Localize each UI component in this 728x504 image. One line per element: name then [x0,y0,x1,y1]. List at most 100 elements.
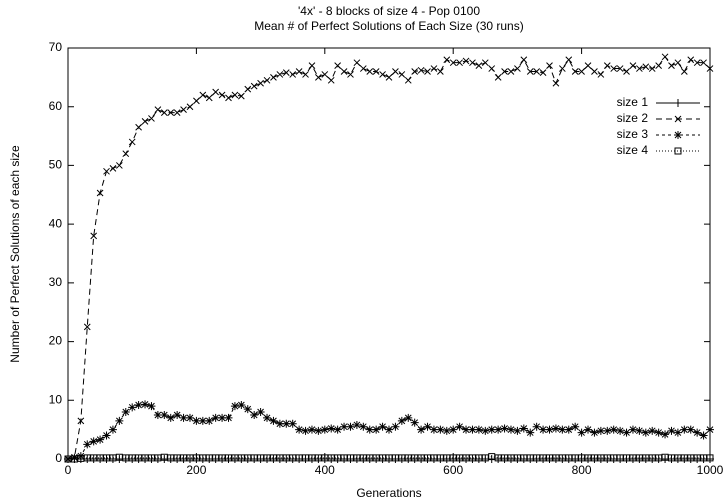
data-point [109,165,117,172]
data-point [211,413,220,422]
data-point [564,425,573,434]
data-point [263,76,271,84]
data-point [423,422,432,431]
data-point [243,405,252,414]
data-point [558,425,567,434]
data-point [308,62,316,69]
data-point [166,413,175,422]
data-point [488,65,496,72]
data-point [686,425,695,434]
data-point [571,422,580,431]
data-point [302,71,309,78]
data-point [590,428,599,437]
data-point [584,62,592,69]
data-point [481,426,490,435]
data-point [340,68,348,75]
legend-marker [674,131,682,139]
data-point [359,422,368,431]
data-point [501,68,508,75]
data-point [186,103,194,111]
x-axis-label: Generations [356,486,421,500]
data-point [225,94,232,102]
data-point [655,454,663,462]
data-point [128,138,136,146]
data-point [314,426,323,435]
y-tick-label: 50 [49,158,63,172]
data-point [334,62,341,69]
data-point [167,109,175,116]
x-tick-label: 600 [443,463,463,477]
data-point [372,425,381,434]
data-point [654,428,663,437]
data-point [385,425,393,434]
x-tick-label: 200 [186,463,206,477]
data-point [661,53,669,61]
data-point [282,69,290,77]
data-point [430,65,438,72]
y-tick-label: 10 [49,392,63,406]
data-point [256,408,265,417]
data-point [578,68,585,75]
data-point [636,65,643,72]
data-point [526,428,535,437]
data-point [456,59,463,67]
data-point [96,435,105,444]
x-tick-label: 1000 [697,463,724,477]
data-point [397,416,406,425]
data-point [103,167,110,175]
data-point [134,400,143,409]
data-point [295,68,303,75]
chart-subtitle: Mean # of Perfect Solutions of Each Size… [254,19,523,33]
data-point [353,59,361,67]
data-point [551,424,560,433]
data-point [218,91,226,99]
chart-title: '4x' - 8 blocks of size 4 - Pop 0100 [298,4,480,18]
data-point [173,109,181,116]
data-point [237,92,245,100]
data-point [301,426,310,435]
data-point [648,65,656,72]
data-point [706,425,714,434]
data-point [115,416,124,425]
data-point [141,400,150,409]
data-point [700,59,707,67]
y-tick-label: 70 [49,40,63,54]
data-point [76,452,85,461]
data-point [231,91,239,99]
data-point [424,68,431,75]
data-point [706,65,714,72]
data-point [198,416,207,425]
legend-label: size 4 [617,143,649,157]
data-point [365,425,374,434]
data-point [539,425,548,434]
data-point [147,402,156,411]
data-point [533,68,541,75]
data-point [546,62,553,69]
data-point [481,59,489,67]
data-point [154,454,162,462]
data-point [520,56,528,64]
data-point [565,56,573,64]
data-point [506,425,515,434]
data-point [193,97,200,105]
data-point [571,68,579,75]
data-point [366,68,374,75]
data-point [642,63,650,71]
data-point [307,425,316,434]
data-point [429,425,438,434]
data-point [609,425,618,434]
data-point [250,82,258,90]
data-point [629,62,637,69]
legend-marker [674,115,682,123]
data-point [90,232,98,240]
data-point [603,426,612,435]
data-point [288,419,297,428]
data-point [199,91,207,99]
data-point [693,428,702,437]
data-point [121,408,130,417]
data-point [442,426,451,435]
data-point [706,454,714,462]
data-point [507,68,515,75]
data-point [185,413,194,422]
